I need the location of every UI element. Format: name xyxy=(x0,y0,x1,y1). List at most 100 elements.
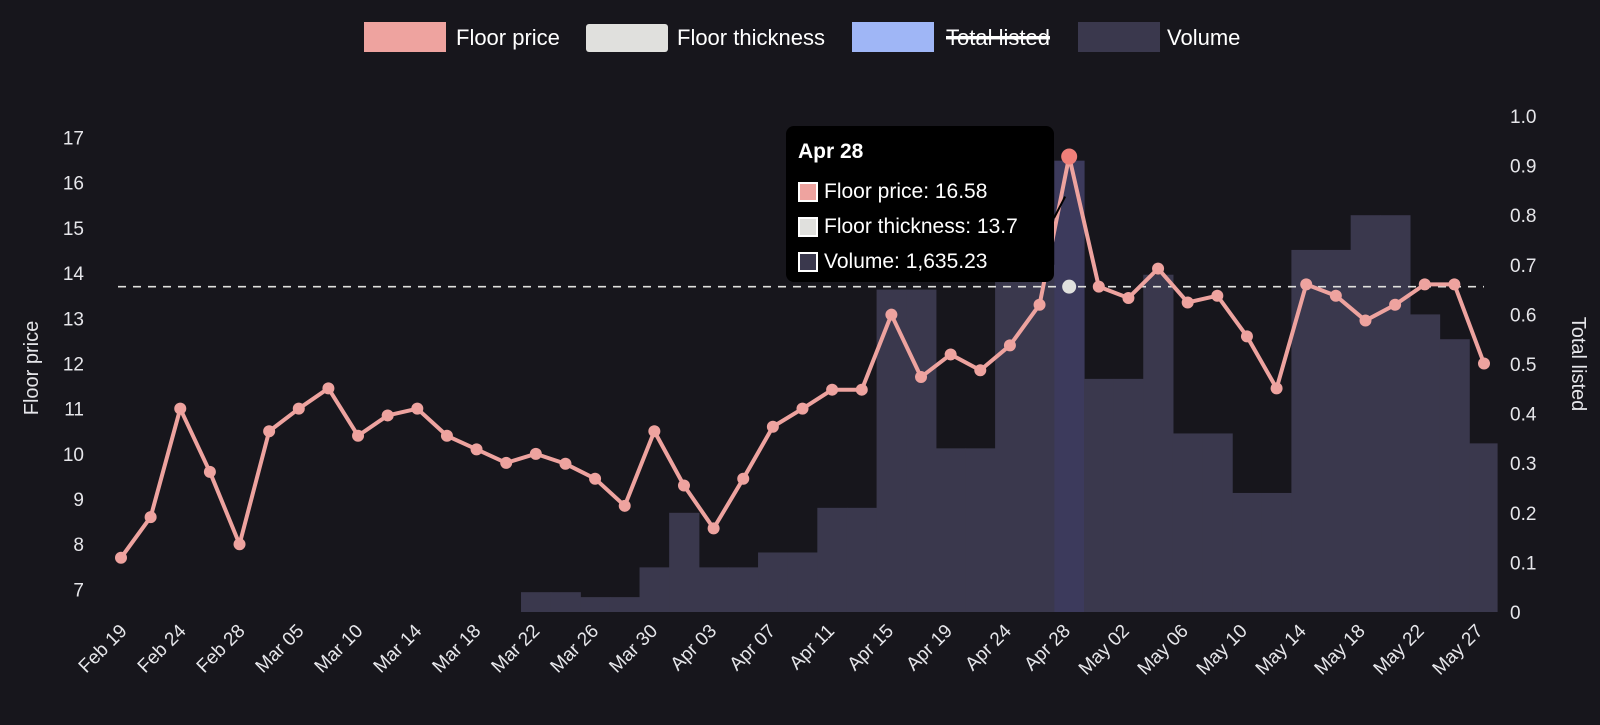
floor-price-point[interactable] xyxy=(1240,330,1253,343)
volume-bar xyxy=(521,592,552,612)
floor-price-point[interactable] xyxy=(618,499,631,512)
x-tick: Feb 24 xyxy=(134,620,191,677)
y-left-tick: 17 xyxy=(63,129,84,150)
volume-bar xyxy=(1321,249,1352,613)
y-left-tick: 15 xyxy=(63,219,84,240)
y-right-tick: 0.9 xyxy=(1510,157,1536,178)
y-right-tick: 0.3 xyxy=(1510,454,1536,475)
floor-price-point[interactable] xyxy=(559,457,572,470)
volume-bar xyxy=(1291,249,1322,613)
floor-price-point[interactable] xyxy=(470,443,483,456)
y-axis-right-title: Total listed xyxy=(1567,317,1589,412)
floor-price-point[interactable] xyxy=(144,511,157,524)
volume-bar xyxy=(1024,264,1055,612)
floor-price-point[interactable] xyxy=(1122,291,1135,304)
floor-price-point[interactable] xyxy=(203,465,216,478)
x-tick: Mar 14 xyxy=(370,620,427,677)
x-tick: May 10 xyxy=(1193,621,1252,680)
y-axis-left-title: Floor price xyxy=(21,321,43,415)
volume-bar xyxy=(728,567,759,612)
floor-price-point[interactable] xyxy=(1181,296,1194,309)
y-right-tick: 0.2 xyxy=(1510,504,1536,525)
y-right-tick: 1.0 xyxy=(1510,107,1536,128)
legend-item-floor-thickness[interactable]: Floor thickness xyxy=(586,24,825,52)
floor-price-point[interactable] xyxy=(1300,278,1313,291)
volume-bar xyxy=(1380,215,1411,612)
tooltip-swatch-floor-price xyxy=(798,181,818,202)
floor-price-point[interactable] xyxy=(1389,298,1402,311)
floor-price-point[interactable] xyxy=(1003,339,1016,352)
volume-bar xyxy=(1409,314,1441,612)
floor-price-point[interactable] xyxy=(974,364,987,377)
floor-price-point[interactable] xyxy=(322,382,335,395)
floor-price-point[interactable] xyxy=(500,456,513,469)
tooltip-title: Apr 28 xyxy=(798,140,864,163)
x-tick: Mar 22 xyxy=(488,621,545,678)
floor-price-point[interactable] xyxy=(589,472,602,485)
floor-price-point[interactable] xyxy=(677,479,690,492)
floor-price-point[interactable] xyxy=(352,429,365,442)
floor-price-point[interactable] xyxy=(915,371,928,384)
x-tick: Apr 19 xyxy=(902,621,956,675)
y-left-tick: 8 xyxy=(73,535,84,556)
tooltip-connector xyxy=(1053,196,1067,219)
floor-price-point[interactable] xyxy=(1211,289,1224,302)
right-axis: 0 0.1 0.2 0.3 0.4 0.5 0.6 0.7 0.8 0.9 1.0 xyxy=(1510,107,1537,624)
floor-price-point[interactable] xyxy=(292,402,305,415)
volume-bars xyxy=(521,160,1498,613)
x-axis: Feb 19 Feb 24 Feb 28 Mar 05 Mar 10 Mar 14 Mar … xyxy=(75,620,1488,679)
volume-bar xyxy=(1083,378,1115,612)
floor-price-point[interactable] xyxy=(1478,357,1490,370)
tooltip-volume: Volume: 1,635.23 xyxy=(824,249,988,273)
floor-price-point[interactable] xyxy=(1092,280,1105,293)
floor-price-point[interactable] xyxy=(1359,314,1372,327)
y-left-tick: 16 xyxy=(63,174,84,195)
floor-price-point[interactable] xyxy=(707,522,720,535)
floor-price-point[interactable] xyxy=(766,420,779,433)
legend-swatch-floor-thickness xyxy=(586,24,668,52)
volume-bar xyxy=(1261,492,1293,612)
volume-bar xyxy=(639,567,670,612)
y-right-tick: 0.7 xyxy=(1510,256,1536,277)
floor-price-point[interactable] xyxy=(411,402,424,415)
legend-item-volume[interactable]: Volume xyxy=(1078,22,1240,52)
floor-price-point[interactable] xyxy=(855,383,868,396)
floor-price-point[interactable] xyxy=(174,402,187,415)
floor-price-point[interactable] xyxy=(1448,278,1461,291)
floor-price-point[interactable] xyxy=(529,447,542,460)
legend-item-total-listed[interactable]: Total listed xyxy=(852,22,1050,52)
floor-price-point[interactable] xyxy=(115,551,127,564)
floor-price-point[interactable] xyxy=(737,472,750,485)
floor-price-point[interactable] xyxy=(944,348,957,361)
floor-price-point[interactable] xyxy=(826,383,839,396)
floor-price-point[interactable] xyxy=(263,425,276,438)
x-tick: May 27 xyxy=(1429,621,1488,680)
floor-price-point[interactable] xyxy=(1270,382,1283,395)
legend-item-floor-price[interactable]: Floor price xyxy=(364,22,560,52)
floor-price-point[interactable] xyxy=(233,538,246,551)
tooltip-row-floor-price: Floor price: 16.58 xyxy=(798,178,1042,205)
floor-price-point[interactable] xyxy=(381,409,394,422)
x-tick: May 22 xyxy=(1370,621,1429,680)
floor-price-point[interactable] xyxy=(1418,278,1431,291)
floor-price-point[interactable] xyxy=(648,425,661,438)
volume-bar xyxy=(846,507,878,612)
legend-swatch-floor-price xyxy=(364,22,446,52)
floor-price-point[interactable] xyxy=(440,429,453,442)
floor-price-point[interactable] xyxy=(1329,289,1342,302)
floor-price-point-highlighted[interactable] xyxy=(1061,148,1078,165)
floor-price-point[interactable] xyxy=(796,402,809,415)
floor-price-point[interactable] xyxy=(1033,298,1046,311)
tooltip-row-floor-thickness: Floor thickness: 13.7 xyxy=(798,213,1042,240)
legend-label-floor-thickness: Floor thickness xyxy=(677,25,825,50)
floor-price-point[interactable] xyxy=(885,308,898,321)
y-right-tick: 0.5 xyxy=(1510,355,1536,376)
y-left-tick: 9 xyxy=(73,490,84,511)
floor-price-point[interactable] xyxy=(1152,262,1165,275)
volume-bar xyxy=(1232,492,1263,612)
x-tick: May 14 xyxy=(1252,620,1311,679)
volume-bar xyxy=(609,597,641,612)
floor-thickness-marker xyxy=(1062,279,1077,294)
volume-bar xyxy=(995,264,1026,612)
